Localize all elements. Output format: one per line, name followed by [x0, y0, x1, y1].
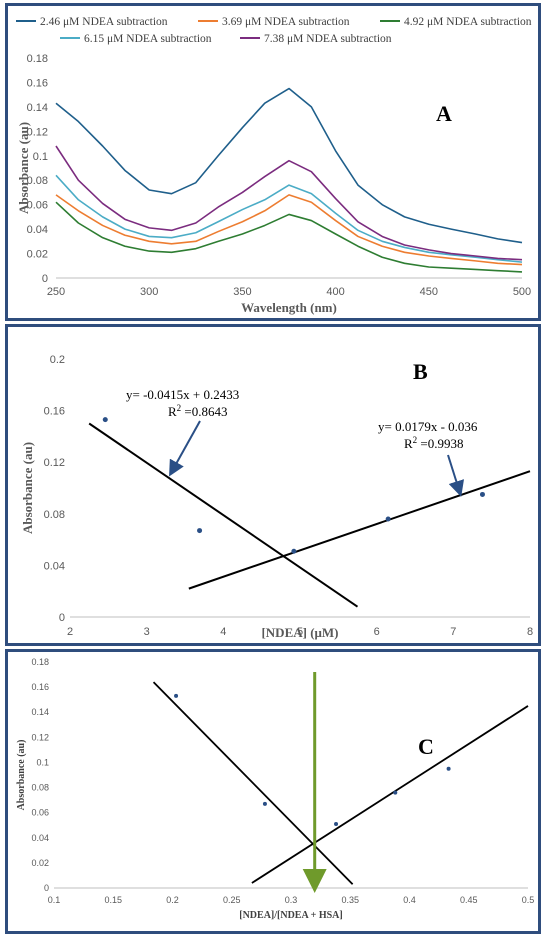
- x-tick-label: 0.25: [223, 895, 241, 905]
- y-tick-label: 0.08: [27, 175, 48, 187]
- x-tick-label: 0.15: [104, 895, 122, 905]
- series-line: [55, 174, 523, 263]
- y-tick-label: 0: [59, 612, 65, 624]
- y-tick-label: 0.2: [50, 354, 65, 366]
- y-axis-title: Absorbance (au): [16, 122, 31, 214]
- fit-line: [152, 681, 354, 885]
- x-tick-label: 4: [220, 626, 226, 638]
- panel-c: 0 0.02 0.04 0.06 0.08 0.1 0.12 0.14 0.16 0.18 0.1 0…: [5, 649, 541, 934]
- y-axis-title: Absorbance (au): [20, 442, 35, 534]
- panel-label: C: [418, 734, 434, 759]
- x-tick-label: 250: [47, 286, 65, 298]
- fit-line: [251, 705, 529, 884]
- x-axis-title: [NDEA] (μM): [261, 625, 338, 640]
- equation-2: y= 0.0179x - 0.036: [378, 419, 478, 434]
- chart-a: 2.46 μM NDEA subtraction 3.69 μM NDEA sub…: [16, 16, 532, 315]
- data-point: [197, 528, 203, 534]
- data-point: [446, 766, 451, 771]
- y-tick-label: 0.08: [31, 783, 49, 793]
- y-tick-label: 0.06: [27, 200, 48, 212]
- series-line: [55, 194, 523, 266]
- x-tick-label: 400: [326, 286, 344, 298]
- data-point: [291, 548, 297, 554]
- x-tick-label: 450: [420, 286, 438, 298]
- x-tick-label: 0.2: [166, 895, 179, 905]
- y-tick-label: 0: [44, 883, 49, 893]
- data-point: [385, 516, 391, 522]
- x-axis-title: Wavelength (nm): [241, 300, 337, 315]
- r-squared-2: R2 =0.9938: [404, 435, 464, 451]
- y-tick-label: 0.1: [36, 757, 49, 767]
- y-tick-label: 0.18: [31, 657, 49, 667]
- y-tick-label: 0.04: [31, 833, 49, 843]
- y-tick-label: 0.12: [44, 457, 65, 469]
- equation-1: y= -0.0415x + 0.2433: [126, 387, 239, 402]
- data-point: [393, 790, 398, 795]
- chart-c: 0 0.02 0.04 0.06 0.08 0.1 0.12 0.14 0.16 0.18 0.1 0…: [16, 657, 535, 921]
- r-squared-1: R2 =0.8643: [168, 403, 228, 419]
- panel-b: 0 0.04 0.08 0.12 0.16 0.2 2 3 4 5 6 7 8 y= -0.0415x +…: [5, 324, 541, 646]
- y-tick-label: 0.18: [27, 53, 48, 65]
- fit-line: [188, 470, 531, 590]
- x-tick-label: 0.3: [285, 895, 298, 905]
- x-tick-label: 500: [513, 286, 531, 298]
- x-tick-label: 0.5: [522, 895, 535, 905]
- data-point: [174, 693, 179, 698]
- x-axis-title: [NDEA]/[NDEA + HSA]: [239, 910, 342, 921]
- legend-label: 2.46 μM NDEA subtraction: [40, 16, 168, 28]
- arrow-equation-2: [447, 454, 465, 497]
- y-tick-label: 0.14: [31, 707, 49, 717]
- y-tick-label: 0.16: [27, 77, 48, 89]
- x-tick-label: 7: [450, 626, 456, 638]
- y-axis-title: Absorbance (au): [16, 740, 27, 811]
- y-tick-label: 0.04: [27, 224, 48, 236]
- x-tick-label: 0.4: [403, 895, 416, 905]
- legend-label: 4.92 μM NDEA subtraction: [404, 16, 532, 28]
- x-tick-label: 6: [374, 626, 380, 638]
- y-tick-label: 0.16: [31, 682, 49, 692]
- x-tick-label: 0.45: [460, 895, 478, 905]
- legend-label: 7.38 μM NDEA subtraction: [264, 33, 392, 45]
- x-tick-label: 350: [233, 286, 251, 298]
- x-tick-label: 0.35: [341, 895, 359, 905]
- data-point: [479, 491, 485, 497]
- y-tick-label: 0.12: [31, 732, 49, 742]
- data-point: [262, 801, 267, 806]
- fit-line: [88, 422, 359, 608]
- panel-a: 2.46 μM NDEA subtraction 3.69 μM NDEA sub…: [5, 3, 541, 321]
- x-tick-label: 3: [144, 626, 150, 638]
- panel-label: A: [436, 101, 452, 126]
- y-tick-label: 0.06: [31, 808, 49, 818]
- y-tick-label: 0.02: [27, 249, 48, 261]
- y-tick-label: 0.02: [31, 858, 49, 868]
- legend-label: 6.15 μM NDEA subtraction: [84, 33, 212, 45]
- data-point: [102, 417, 108, 423]
- panel-label: B: [413, 359, 428, 384]
- x-tick-label: 8: [527, 626, 533, 638]
- y-tick-label: 0.14: [27, 102, 48, 114]
- x-tick-label: 2: [67, 626, 73, 638]
- x-tick-label: 0.1: [48, 895, 61, 905]
- arrow-equation-1: [169, 420, 201, 477]
- series-line: [55, 87, 523, 244]
- y-tick-label: 0.04: [44, 560, 65, 572]
- y-tick-label: 0.16: [44, 406, 65, 418]
- series-line: [55, 201, 523, 273]
- y-tick-label: 0: [42, 273, 48, 285]
- data-point: [334, 821, 339, 826]
- x-tick-label: 300: [140, 286, 158, 298]
- series-line: [55, 145, 523, 261]
- legend-label: 3.69 μM NDEA subtraction: [222, 16, 350, 28]
- chart-b: 0 0.04 0.08 0.12 0.16 0.2 2 3 4 5 6 7 8 y= -0.0415x +…: [20, 354, 533, 640]
- y-tick-label: 0.1: [33, 151, 48, 163]
- y-tick-label: 0.12: [27, 126, 48, 138]
- y-tick-label: 0.08: [44, 509, 65, 521]
- x-tick-label: 5: [297, 626, 303, 638]
